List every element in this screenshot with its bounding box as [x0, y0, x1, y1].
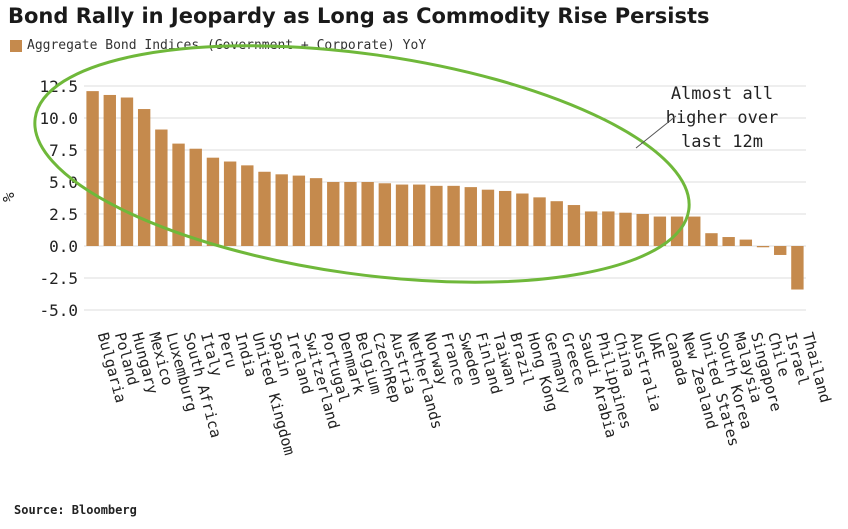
bar: [722, 237, 735, 246]
bar: [533, 197, 546, 246]
bar: [172, 143, 185, 246]
y-axis-label: %: [0, 192, 18, 202]
bar: [584, 211, 598, 246]
bar: [327, 182, 340, 246]
bar: [705, 233, 718, 246]
annotation-pointer: [635, 115, 677, 149]
bar: [739, 239, 753, 246]
source-note: Source: Bloomberg: [14, 503, 137, 517]
bar-chart: 12.5 10.0 7.5 5.0 2.5 0.0 -2.5 -5.0 BulgariaPol…: [0, 44, 835, 457]
y-tick-label: 7.5: [49, 141, 78, 160]
bar: [103, 94, 116, 247]
y-axis-ticks: 12.5 10.0 7.5 5.0 2.5 0.0 -2.5 -5.0: [39, 77, 78, 320]
bar: [791, 246, 804, 290]
bar: [241, 165, 254, 246]
bars: [86, 91, 804, 290]
bar: [619, 212, 632, 246]
bar: [395, 184, 409, 246]
bar: [550, 201, 563, 246]
y-tick-label: -5.0: [39, 301, 78, 320]
y-tick-label: -2.5: [39, 269, 78, 288]
bar: [344, 182, 357, 246]
bar: [206, 157, 220, 246]
bar: [430, 185, 443, 246]
bar: [653, 216, 667, 246]
bar: [292, 175, 306, 246]
bar: [636, 214, 649, 246]
bar: [189, 148, 202, 246]
annotation-line: Almost all: [671, 84, 773, 104]
annotation-line: higher over: [666, 108, 779, 128]
bar: [688, 216, 701, 246]
bar: [361, 182, 374, 246]
annotation-line: last 12m: [681, 132, 763, 152]
bar: [258, 171, 271, 246]
bar: [155, 129, 168, 246]
bar: [774, 246, 787, 255]
y-tick-label: 0.0: [49, 237, 78, 256]
bar: [567, 205, 581, 246]
x-axis-categories: BulgariaPolandHungaryMexicoLuxemburgSout…: [94, 330, 835, 457]
bar: [498, 190, 512, 246]
bar: [481, 189, 495, 246]
y-tick-label: 12.5: [39, 77, 78, 96]
bar: [86, 91, 99, 247]
bar: [756, 246, 770, 248]
bar: [464, 187, 477, 246]
y-tick-label: 5.0: [49, 173, 78, 192]
bar: [447, 185, 460, 246]
bar: [137, 109, 151, 246]
bar: [378, 183, 392, 246]
y-tick-label: 2.5: [49, 205, 78, 224]
annotation: Almost all higher over last 12m: [666, 84, 779, 152]
bar: [413, 184, 426, 246]
bar: [120, 97, 134, 247]
bar: [275, 174, 288, 246]
bar: [309, 178, 323, 246]
bar: [602, 211, 615, 246]
bar: [516, 193, 529, 246]
y-tick-label: 10.0: [39, 109, 78, 128]
legend-swatch: [10, 39, 22, 52]
highlight-ellipse: [33, 44, 691, 284]
grid-lines: [84, 85, 806, 311]
bar: [223, 161, 237, 246]
chart-title: Bond Rally in Jeopardy as Long as Commod…: [8, 4, 710, 28]
